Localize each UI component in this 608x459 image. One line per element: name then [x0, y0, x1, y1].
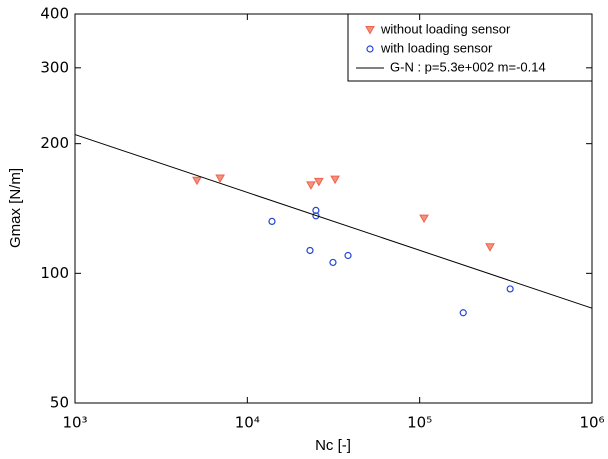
circle-point [329, 258, 337, 267]
triangle-point [313, 177, 324, 187]
y-tick-label: 100 [40, 264, 69, 282]
legend-label: without loading sensor [380, 21, 511, 36]
triangle-point [419, 214, 429, 224]
fit-line [74, 134, 593, 309]
circle-point [268, 217, 276, 225]
x-tick-label: 10⁴ [235, 414, 260, 432]
x-tick-label: 10³ [62, 414, 87, 432]
circle-point [306, 246, 314, 255]
triangle-point [330, 175, 340, 185]
legend-marker [366, 45, 374, 53]
y-axis-label: Gmax [N/m] [7, 168, 24, 248]
x-tick-label: 10⁶ [579, 414, 604, 432]
y-tick-label: 50 [50, 394, 69, 412]
x-axis-label: Nc [-] [315, 437, 351, 454]
circle-point [506, 285, 514, 293]
legend-marker [365, 26, 375, 35]
circle-point [459, 309, 467, 317]
x-tick-label: 10⁵ [407, 414, 432, 432]
circle-point [312, 212, 320, 220]
y-tick-label: 300 [40, 58, 69, 76]
triangle-point [192, 176, 202, 186]
triangle-point [215, 174, 225, 184]
triangle-point [306, 181, 316, 190]
legend-label: G-N : p=5.3e+002 m=-0.14 [390, 59, 546, 74]
circle-point [344, 251, 352, 260]
y-tick-label: 400 [40, 5, 69, 23]
triangle-point [485, 243, 495, 252]
plot-frame [74, 13, 593, 404]
legend-box [347, 13, 593, 82]
y-tick-label: 200 [40, 134, 69, 152]
legend-label: with loading sensor [380, 40, 493, 55]
